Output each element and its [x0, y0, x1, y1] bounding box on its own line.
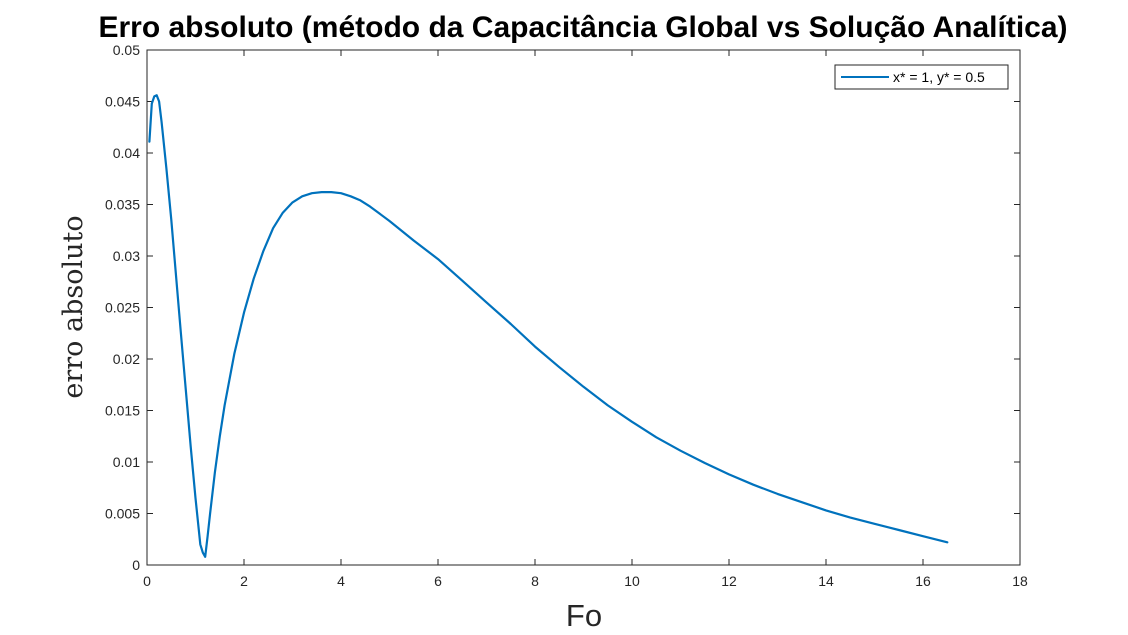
x-tick-label: 0 [143, 573, 151, 589]
y-tick-label: 0.05 [113, 42, 140, 58]
x-tick-label: 18 [1012, 573, 1028, 589]
x-tick-label: 6 [434, 573, 442, 589]
y-tick-label: 0.04 [113, 145, 140, 161]
series-layer [148, 94, 949, 558]
y-tick-label: 0.035 [105, 197, 140, 213]
x-tick-label: 4 [337, 573, 345, 589]
y-tick-label: 0 [132, 557, 140, 573]
y-tick-label: 0.03 [113, 248, 140, 264]
y-tick-label: 0.005 [105, 506, 140, 522]
y-tick-label: 0.02 [113, 351, 140, 367]
y-tick-label: 0.01 [113, 454, 140, 470]
x-tick-label: 14 [818, 573, 834, 589]
plot-area [146, 49, 1021, 566]
x-axis-label: Fo [566, 598, 602, 633]
y-tick-label: 0.015 [105, 403, 140, 419]
y-axis-ticks: 0 0.005 0.01 0.015 0.02 0.025 0.03 0.035 0.04 0.0… [105, 42, 1020, 573]
x-tick-label: 10 [624, 573, 640, 589]
x-tick-label: 16 [915, 573, 931, 589]
chart-title: Erro absoluto (método da Capacitância Gl… [98, 11, 1067, 44]
y-tick-label: 0.045 [105, 94, 140, 110]
x-tick-label: 12 [721, 573, 737, 589]
series-line [148, 94, 949, 558]
y-axis-label: erro absoluto [58, 215, 89, 398]
legend-entry-label: x* = 1, y* = 0.5 [893, 69, 985, 85]
legend: x* = 1, y* = 0.5 [834, 64, 1009, 90]
y-tick-label: 0.025 [105, 300, 140, 316]
x-tick-label: 8 [531, 573, 539, 589]
x-axis-ticks: 0 2 4 6 8 10 12 14 16 18 [143, 50, 1028, 589]
x-tick-label: 2 [240, 573, 248, 589]
